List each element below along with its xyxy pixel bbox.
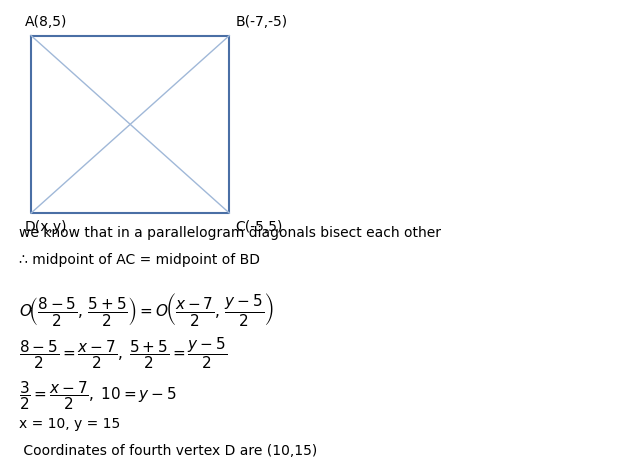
Text: D(x,y): D(x,y) [25,220,68,234]
Text: Coordinates of fourth vertex D are (10,15): Coordinates of fourth vertex D are (10,1… [19,444,317,458]
Text: $O\!\left(\dfrac{8-5}{2},\,\dfrac{5+5}{2}\right) = O\!\left(\dfrac{x-7}{2},\,\df: $O\!\left(\dfrac{8-5}{2},\,\dfrac{5+5}{2… [19,291,273,328]
Text: A(8,5): A(8,5) [25,15,67,29]
Text: ∴ midpoint of AC = midpoint of BD: ∴ midpoint of AC = midpoint of BD [19,253,260,267]
Text: x = 10, y = 15: x = 10, y = 15 [19,417,120,431]
Text: $\dfrac{8-5}{2} = \dfrac{x-7}{2},\;\dfrac{5+5}{2} = \dfrac{y-5}{2}$: $\dfrac{8-5}{2} = \dfrac{x-7}{2},\;\dfra… [19,335,227,371]
Text: C(-5,5): C(-5,5) [236,220,283,234]
Text: B(-7,-5): B(-7,-5) [236,15,288,29]
Text: $\dfrac{3}{2} = \dfrac{x-7}{2},\;10 = y-5$: $\dfrac{3}{2} = \dfrac{x-7}{2},\;10 = y-… [19,380,177,412]
Text: we know that in a parallelogram diagonals bisect each other: we know that in a parallelogram diagonal… [19,226,441,240]
